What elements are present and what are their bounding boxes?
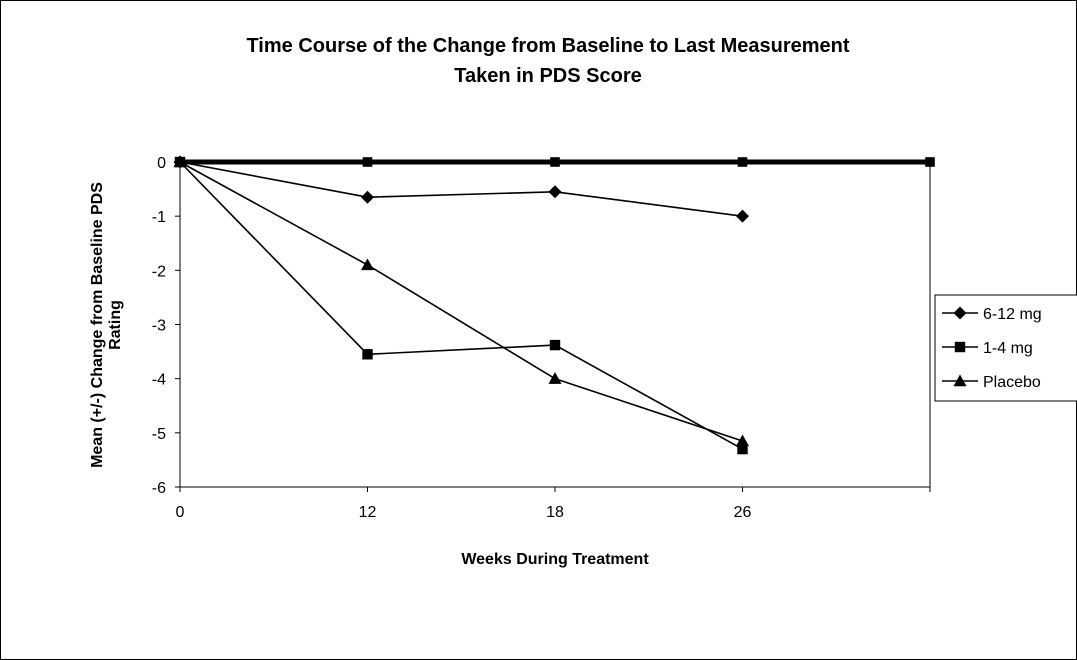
data-point — [550, 157, 560, 167]
x-tick-label: 12 — [359, 504, 377, 521]
data-point — [175, 157, 185, 167]
y-tick-label: -5 — [152, 426, 166, 443]
x-tick-label: 26 — [734, 504, 752, 521]
y-axis-title-line1: Mean (+/-) Change from Baseline PDS — [89, 182, 106, 468]
data-point — [737, 157, 748, 167]
chart-title-line1: Time Course of the Change from Baseline … — [246, 35, 849, 57]
y-axis-title-line2: Rating — [107, 300, 124, 350]
data-point — [548, 185, 562, 199]
y-tick-label: -3 — [152, 318, 166, 335]
data-point — [361, 190, 374, 204]
y-tick-label: 0 — [157, 155, 166, 172]
data-point — [361, 258, 374, 271]
chart-title-line2: Taken in PDS Score — [454, 65, 641, 87]
legend-label: Placebo — [983, 374, 1041, 391]
y-tick-label: -6 — [152, 480, 166, 497]
series-line-1 — [179, 161, 743, 450]
data-point — [548, 372, 562, 384]
legend: 6-12 mg 1-4 mg Placebo — [934, 294, 1077, 402]
series-line-0 — [179, 161, 743, 217]
legend-marker — [954, 341, 966, 353]
x-tick-label: 0 — [176, 504, 185, 521]
legend-label: 1-4 mg — [983, 340, 1033, 357]
plot-area: 0 -1 -2 -3 -4 -5 -6 0 12 18 26 — [152, 155, 935, 521]
x-tick-label: 18 — [546, 504, 564, 521]
x-axis-title: Weeks During Treatment — [461, 551, 649, 568]
data-point — [736, 209, 749, 223]
y-tick-label: -2 — [152, 263, 166, 280]
data-point — [549, 339, 561, 351]
series-line-2 — [179, 161, 743, 442]
legend-marker — [953, 374, 967, 387]
legend-marker — [953, 306, 967, 320]
data-point — [737, 443, 748, 455]
data-point — [362, 349, 373, 360]
y-tick-label: -4 — [152, 372, 166, 389]
data-point — [362, 157, 373, 167]
legend-label: 6-12 mg — [983, 306, 1042, 323]
data-point — [925, 157, 935, 167]
y-tick-label: -1 — [152, 209, 166, 226]
data-point — [736, 434, 749, 447]
